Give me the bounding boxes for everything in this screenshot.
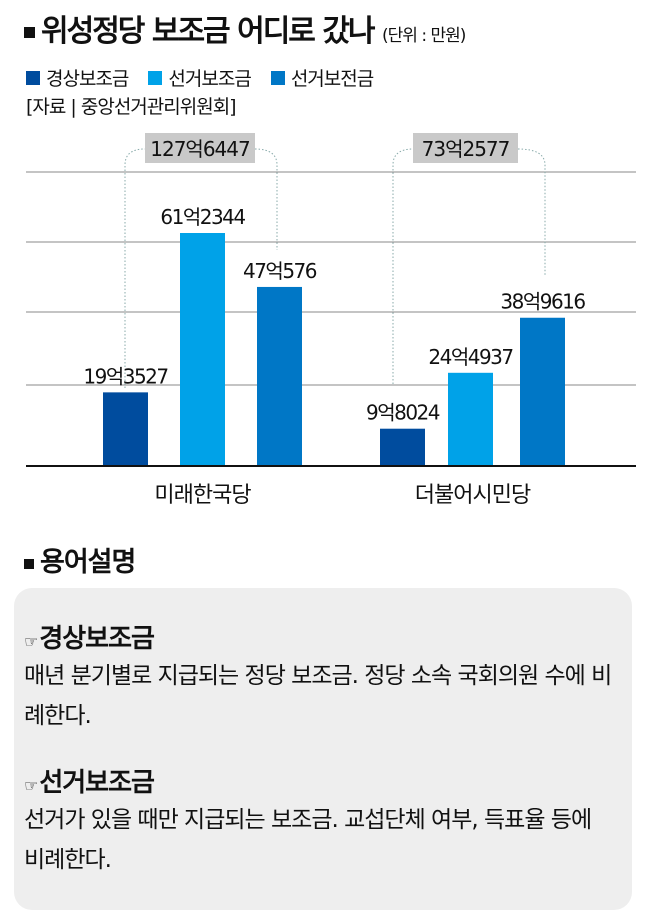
bar-value-label: 19억3527: [83, 364, 168, 388]
bar: [520, 317, 565, 466]
total-label-box: [145, 133, 255, 163]
glossary-term: ☞선거보조금: [24, 762, 155, 799]
total-label: 127억6447: [150, 137, 250, 161]
total-label: 73억2577: [422, 137, 510, 161]
bar-value-label: 24억4937: [428, 345, 513, 369]
total-label-box: [413, 133, 518, 163]
legend-label: 선거보전금: [290, 68, 374, 90]
total-bracket-left: [392, 148, 414, 384]
term-text: 경상보조금: [39, 624, 155, 654]
bar-value-label: 61억2344: [160, 205, 245, 229]
total-bracket-left: [124, 148, 146, 388]
term-text: 선거보조금: [39, 768, 155, 798]
bullet-square-icon: [24, 27, 35, 38]
legend-item: 선거보조금: [148, 64, 252, 91]
glossary-term: ☞경상보조금: [24, 618, 155, 655]
glossary-desc: 매년 분기별로 지급되는 정당 보조금. 정당 소속 국회의원 수에 비례한다.: [24, 663, 612, 729]
bar: [103, 392, 148, 466]
bar: [180, 233, 225, 466]
bar-value-label: 38억9616: [500, 290, 585, 314]
title-text: 위성정당 보조금 어디로 갔나: [41, 14, 376, 49]
pointing-hand-icon: ☞: [24, 776, 38, 795]
bullet-square-icon: [24, 558, 34, 569]
bar-value-label: 9억8024: [366, 401, 440, 425]
legend-item: 선거보전금: [270, 64, 374, 91]
total-bracket-right: [254, 148, 278, 250]
legend-swatch: [26, 70, 40, 85]
legend-label: 선거보조금: [168, 68, 251, 90]
unit-label: (단위 : 만원): [382, 26, 466, 46]
legend-swatch: [270, 70, 285, 85]
pointing-hand-icon: ☞: [24, 632, 38, 651]
bar-chart: 127억6447 19억3527 61억2344 47억576 미래한국당 73억2577…: [26, 133, 636, 508]
glossary-desc: 선거가 있을 때만 지급되는 보조금. 교섭단체 여부, 득표율 등에 비례한다…: [24, 807, 592, 873]
bar: [257, 286, 302, 466]
glossary-heading-text: 용어설명: [40, 547, 136, 578]
glossary-heading: 용어설명: [24, 540, 136, 579]
total-bracket-right: [517, 148, 546, 276]
bar: [448, 372, 493, 466]
legend-item: 경상보조금: [26, 64, 129, 91]
category-label: 미래한국당: [154, 483, 251, 508]
bar: [380, 428, 425, 466]
glossary-box: [14, 588, 632, 910]
chart-title: 위성정당 보조금 어디로 갔나 (단위 : 만원): [24, 6, 466, 50]
legend-label: 경상보조금: [46, 68, 129, 90]
category-label: 더불어시민당: [415, 483, 531, 508]
bar-value-label: 47억576: [243, 259, 317, 283]
legend: 경상보조금 선거보조금 선거보전금: [26, 64, 374, 91]
legend-swatch: [148, 70, 163, 85]
source-note: [자료 | 중앙선거관리위원회]: [26, 96, 237, 118]
